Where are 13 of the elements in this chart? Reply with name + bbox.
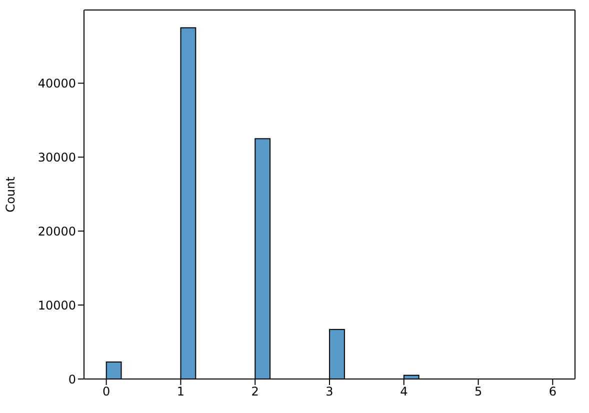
y-tick-label: 40000 [38, 76, 76, 90]
x-tick-label: 5 [474, 384, 482, 399]
x-tick-label: 2 [251, 384, 259, 399]
y-tick-label: 0 [68, 372, 76, 386]
x-tick-label: 3 [326, 384, 334, 399]
x-tick-label: 6 [548, 384, 556, 399]
x-tick-label: 0 [102, 384, 110, 399]
y-tick-label: 30000 [38, 150, 76, 164]
x-tick-label: 4 [400, 384, 408, 399]
y-tick-label: 20000 [38, 224, 76, 238]
y-tick-label: 10000 [38, 298, 76, 312]
y-axis-title: Count [3, 176, 18, 212]
x-tick-label: 1 [176, 384, 185, 399]
